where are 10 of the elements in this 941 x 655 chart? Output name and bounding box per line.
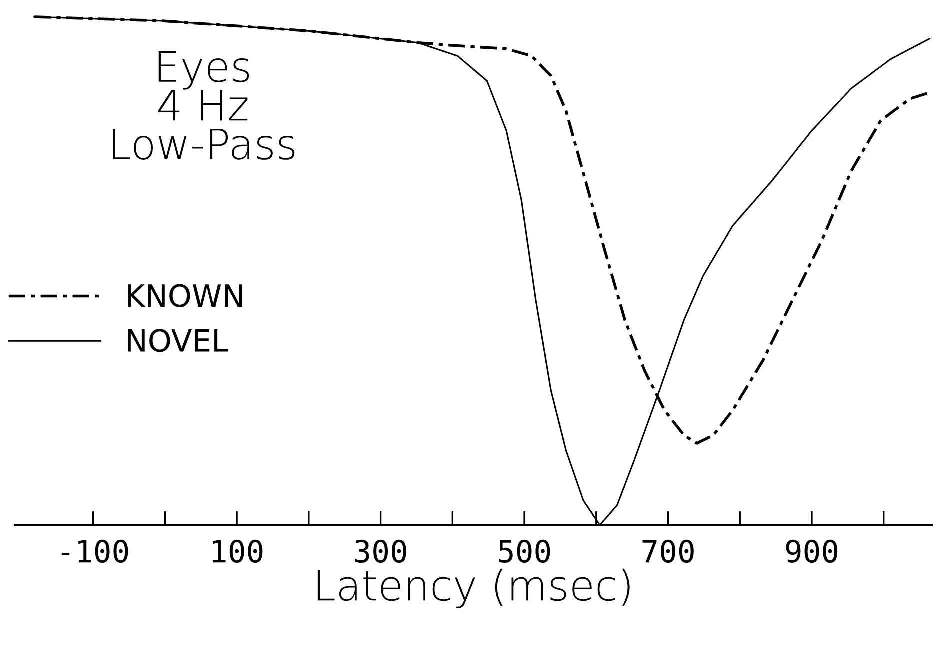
x-axis-title: Latency (msec) [318, 568, 630, 608]
legend-label: KNOWN [128, 284, 242, 308]
annotation: Eyes 4 Hz Low-Pass [113, 51, 295, 160]
x-tick-label: -100 [62, 540, 128, 564]
legend-label: NOVEL [128, 329, 228, 352]
x-tick-label: 700 [642, 540, 694, 564]
x-tick-label: 300 [355, 540, 406, 564]
x-tick-label: 500 [499, 540, 550, 564]
x-tick-label: 900 [786, 540, 838, 564]
x-tick-label: 100 [213, 540, 263, 564]
